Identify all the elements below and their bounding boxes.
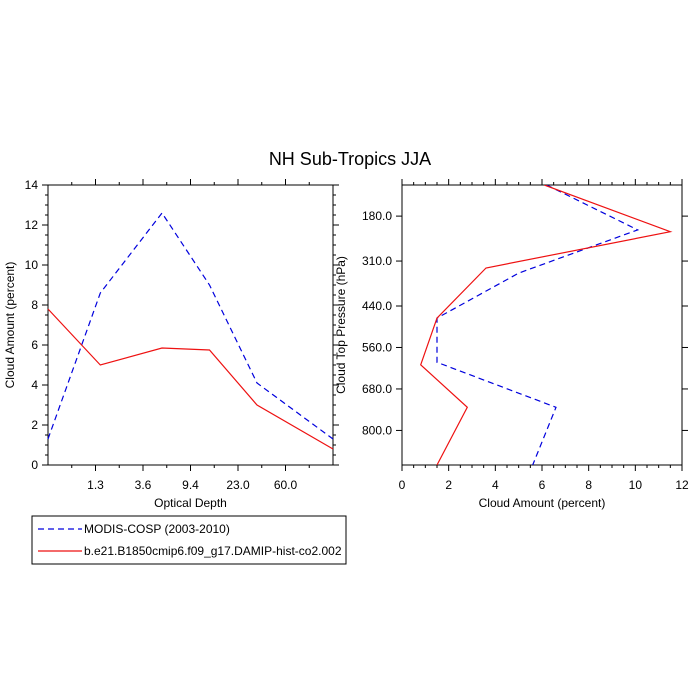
legend-label-obs: MODIS-COSP (2003-2010) <box>84 522 230 536</box>
right-xtick-label: 0 <box>399 478 406 492</box>
right-ytick-label: 440.0 <box>362 299 392 313</box>
left-ytick-label: 12 <box>25 218 39 232</box>
left-series-line-obs <box>47 211 334 440</box>
right-chart-panel: 0 2 4 6 8 10 12 180.0 310.0 440.0 560.0 680.0 800.0 C… <box>334 179 689 510</box>
right-xtick-label: 4 <box>492 478 499 492</box>
left-xaxis-label: Optical Depth <box>154 496 227 510</box>
right-xtick-label: 2 <box>445 478 452 492</box>
left-xtick-label: 60.0 <box>274 478 298 492</box>
legend: MODIS-COSP (2003-2010) b.e21.B1850cmip6.… <box>31 515 347 565</box>
right-plot-frame <box>401 184 683 466</box>
legend-box <box>31 515 347 565</box>
right-xaxis-label: Cloud Amount (percent) <box>479 496 606 510</box>
right-ytick-label: 310.0 <box>362 254 392 268</box>
left-ytick-label: 4 <box>31 378 38 392</box>
right-ytick-label: 800.0 <box>362 423 392 437</box>
left-xtick-label: 1.3 <box>87 478 104 492</box>
left-chart-panel: 0 2 4 6 8 10 12 14 1.3 3.6 9.4 23.0 60.0 Optical Dept… <box>3 178 339 510</box>
left-ytick-label: 8 <box>31 298 38 312</box>
chart-title: NH Sub-Tropics JJA <box>269 149 431 169</box>
left-ytick-label: 6 <box>31 338 38 352</box>
left-yaxis-label: Cloud Amount (percent) <box>3 262 17 389</box>
left-ytick-label: 14 <box>25 178 39 192</box>
left-xtick-label: 23.0 <box>226 478 250 492</box>
right-ytick-label: 560.0 <box>362 340 392 354</box>
legend-label-model: b.e21.B1850cmip6.f09_g17.DAMIP-hist-co2.… <box>84 544 342 558</box>
right-xtick-label: 6 <box>539 478 546 492</box>
left-series-line-model <box>47 308 334 450</box>
right-yaxis-label: Cloud Top Pressure (hPa) <box>334 256 348 394</box>
left-ytick-label: 0 <box>31 458 38 472</box>
left-plot-frame <box>47 184 334 466</box>
left-ytick-label: 2 <box>31 418 38 432</box>
left-ytick-label: 10 <box>25 258 39 272</box>
left-xtick-label: 9.4 <box>182 478 199 492</box>
right-series-line-obs <box>436 185 640 465</box>
right-series-line-model <box>420 185 673 465</box>
right-ytick-label: 180.0 <box>362 209 392 223</box>
right-ytick-label: 680.0 <box>362 382 392 396</box>
right-xtick-label: 10 <box>629 478 643 492</box>
left-xtick-label: 3.6 <box>135 478 152 492</box>
right-xtick-label: 12 <box>675 478 689 492</box>
right-xtick-label: 8 <box>585 478 592 492</box>
